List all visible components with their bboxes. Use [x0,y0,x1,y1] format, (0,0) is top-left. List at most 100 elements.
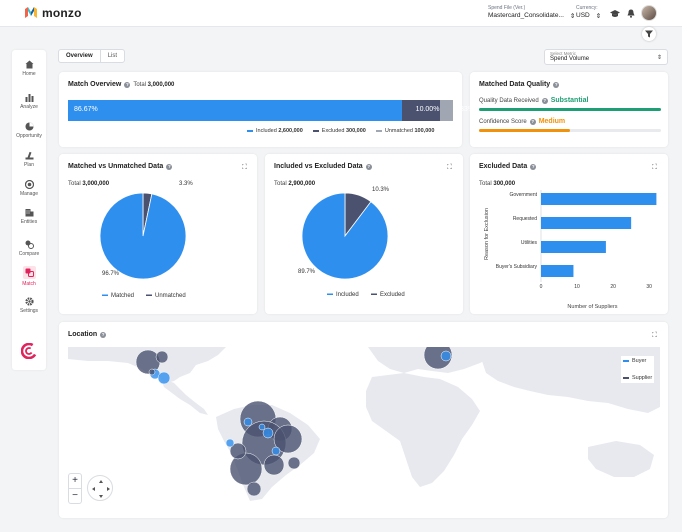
tab-overview[interactable]: Overview [59,50,101,62]
excluded-data-card: Excluded Data ? ⛶ Total 300,000 Governme… [470,154,668,314]
metric-select-label: Select Metric [550,51,577,56]
total-label: Total [68,181,81,187]
map-bubble[interactable] [440,350,452,362]
info-icon[interactable]: ? [553,81,560,88]
brand-name: monzo [42,6,82,20]
expand-icon[interactable]: ⛶ [652,332,657,339]
overview-segment-0[interactable]: 86.67% [68,100,402,121]
graduation-cap-icon[interactable] [609,8,620,19]
quality-received-row: Quality Data Received ? Substantial [479,97,588,104]
map-bubble[interactable] [243,417,253,427]
legend-item-unmatched[interactable]: Unmatched 100,000 [375,128,434,134]
avatar[interactable] [641,5,657,21]
sidebar-item-plan[interactable]: Plan [12,150,46,168]
info-icon[interactable]: ? [529,118,536,125]
zoom-controls: + − [68,473,82,504]
info-icon[interactable]: ? [530,163,537,170]
map-bubble[interactable] [155,350,169,364]
overview-segment-label: 10.00% [415,106,440,113]
map-bubble[interactable] [258,423,266,431]
view-tabs: Overview List [58,49,126,63]
x-tick-label: 0 [540,284,543,290]
expand-icon[interactable]: ⛶ [242,164,247,171]
map-bubble[interactable] [229,442,247,460]
legend-item-included[interactable]: Included [327,292,359,298]
excluded-data-bar-chart: Government Requested Utilities Buyer's Subs… [484,190,657,310]
sidebar-item-match[interactable]: Match [12,266,46,287]
sidebar-item-manage[interactable]: Manage [12,179,46,197]
pie-slice-included[interactable] [301,192,389,280]
location-map[interactable] [68,347,660,501]
home-icon [24,59,34,69]
legend-item-excluded[interactable]: Excluded [371,292,405,298]
total-value: 2,900,000 [288,181,316,187]
zoom-out-button[interactable]: − [72,490,78,501]
match-overview-bar: 86.67% 10.00% 3.33% [68,100,474,121]
tab-list[interactable]: List [107,53,118,59]
legend-item-included[interactable]: Included 2,600,000 [247,128,303,134]
company-logo-icon[interactable] [20,342,38,361]
spend-file-select[interactable]: Spend File (Ver.) Mastercard_Consolidate… [488,5,575,20]
location-title: Location ? [68,331,107,338]
info-icon[interactable]: ? [541,97,548,104]
map-bubble[interactable] [273,424,303,454]
expand-icon[interactable]: ⛶ [447,164,452,171]
total-value: 300,000 [493,181,516,187]
quality-received-value: Substantial [550,97,589,104]
info-icon[interactable]: ? [100,331,107,338]
legend-item-excluded[interactable]: Excluded 300,000 [312,128,366,134]
legend-item-unmatched[interactable]: Unmatched [146,293,186,299]
map-bubble[interactable] [148,368,156,376]
bar-requested[interactable] [541,217,632,229]
metric-select-value: Spend Volume [550,56,590,62]
brand-logo[interactable]: monzo [24,6,82,20]
sidebar-item-settings[interactable]: Settings [12,296,46,314]
bar-utilities[interactable] [541,241,606,253]
overview-segment-label: 3.33% [454,106,475,113]
sidebar-item-opportunity[interactable]: Opportunity [12,121,46,139]
match-overview-legend: Included 2,600,000 Excluded 300,000 Unmatc… [247,128,434,134]
matched-vs-unmatched-card: Matched vs Unmatched Data ? ⛶ Total 3,00… [59,154,257,314]
currency-select[interactable]: Currency: USD ⇕ [576,5,601,20]
match-overview-title: Match Overview ? Total 3,000,000 [68,81,175,88]
map-bubble[interactable] [225,438,235,448]
y-tick-label: Requested [513,216,537,222]
bar-government[interactable] [541,193,657,205]
sidebar-item-analyze[interactable]: Analyze [12,92,46,110]
included-vs-excluded-pie: 10.3% 89.7% Included Excluded [298,187,405,298]
location-card: Location ? ⛶ Buyer Supplier + − [59,322,668,518]
pie-slice-matched[interactable] [99,192,187,280]
bar-buyer-s-subsidiary[interactable] [541,265,574,277]
overview-segment-1[interactable]: 10.00% [401,100,441,121]
filter-button[interactable] [642,27,656,41]
legend-swatch [327,293,333,295]
map-bubble[interactable] [246,481,262,497]
info-icon[interactable]: ? [365,163,372,170]
legend-swatch [371,293,377,295]
metric-select[interactable]: Select Metric Spend Volume ⇕ [544,49,668,65]
sidebar-item-home[interactable]: Home [12,59,46,77]
bell-icon[interactable] [625,8,636,19]
excluded-data-title: Excluded Data ? [479,163,537,170]
map-bubble[interactable] [271,446,281,456]
sidebar: Home Analyze Opportunity Plan Manage Ent… [12,50,46,370]
info-icon[interactable]: ? [166,163,173,170]
sidebar-item-compare[interactable]: Compare [12,239,46,257]
zoom-in-button[interactable]: + [69,474,81,489]
legend-item-matched[interactable]: Matched [102,293,134,299]
pie-label-excluded: 10.3% [372,187,390,193]
map-bubble[interactable] [262,427,274,439]
building-icon [24,207,34,217]
map-bubble[interactable] [157,371,171,385]
overview-segment-2[interactable]: 3.33% [440,100,474,121]
info-icon[interactable]: ? [124,81,131,88]
total-label: Total [274,181,287,187]
map-bubble[interactable] [263,454,285,476]
sidebar-item-entities[interactable]: Entities [12,207,46,225]
pie-chart-icon [24,121,34,131]
expand-icon[interactable]: ⛶ [652,164,657,171]
pan-control[interactable] [87,475,113,501]
x-axis-label: Number of Suppliers [567,304,617,310]
total-label: Total [133,81,146,88]
map-bubble[interactable] [287,456,301,470]
